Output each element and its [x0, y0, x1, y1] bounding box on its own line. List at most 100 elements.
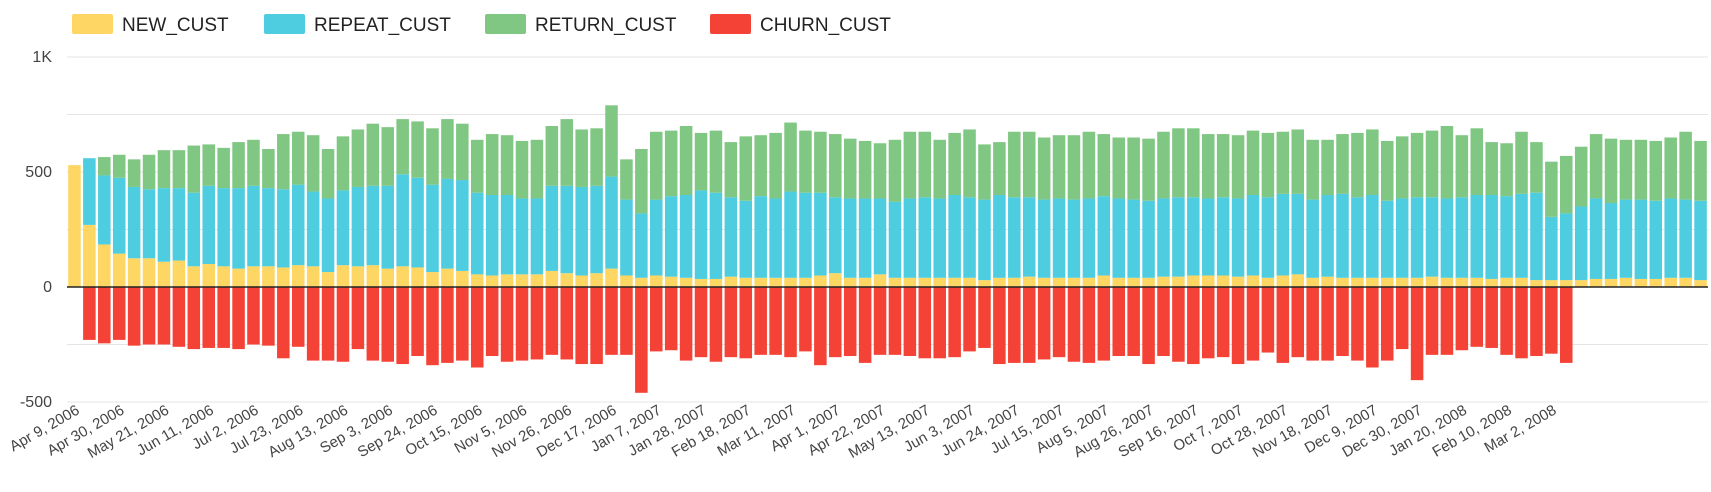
y-tick-label: -500 — [20, 394, 52, 411]
bar-new-cust — [1604, 278, 1618, 287]
bar-churn-cust — [635, 287, 648, 393]
bar-return-cust — [888, 139, 902, 202]
bar-repeat-cust — [1560, 213, 1573, 281]
bar-new-cust — [485, 275, 499, 287]
bar-churn-cust — [1246, 287, 1260, 361]
bar-repeat-cust — [1366, 195, 1379, 278]
bar-new-cust — [1679, 277, 1692, 287]
bar-churn-cust — [277, 287, 290, 359]
bar-return-cust — [1127, 137, 1140, 200]
bar-return-cust — [336, 136, 350, 191]
bar-new-cust — [426, 272, 439, 287]
bar-churn-cust — [306, 287, 320, 361]
bar-return-cust — [1455, 135, 1469, 198]
bar-new-cust — [247, 266, 260, 287]
bar-churn-cust — [1455, 287, 1469, 351]
bar-churn-cust — [232, 287, 245, 350]
bar-return-cust — [441, 119, 454, 179]
bar-churn-cust — [978, 287, 991, 348]
bar-churn-cust — [1261, 287, 1275, 353]
bar-churn-cust — [157, 287, 171, 345]
bar-churn-cust — [1172, 287, 1185, 362]
bar-churn-cust — [620, 287, 633, 355]
legend-label-return-cust: RETURN_CUST — [535, 15, 677, 36]
bar-new-cust — [1470, 277, 1484, 287]
bar-new-cust — [1306, 277, 1319, 287]
bar-return-cust — [1634, 139, 1648, 200]
bar-repeat-cust — [142, 189, 156, 259]
bar-return-cust — [948, 132, 961, 195]
bar-repeat-cust — [83, 158, 96, 225]
bar-repeat-cust — [1037, 199, 1051, 278]
bar-return-cust — [217, 147, 230, 189]
bar-return-cust — [1336, 134, 1349, 194]
bar-new-cust — [1530, 280, 1543, 287]
bar-new-cust — [1082, 277, 1096, 287]
bar-return-cust — [1589, 134, 1603, 199]
bar-repeat-cust — [993, 195, 1006, 278]
bar-repeat-cust — [336, 190, 350, 266]
bar-churn-cust — [784, 287, 797, 358]
bar-new-cust — [157, 261, 171, 287]
bar-churn-cust — [112, 287, 126, 340]
bar-new-cust — [366, 265, 380, 287]
bar-churn-cust — [754, 287, 767, 355]
bar-churn-cust — [83, 287, 96, 340]
bar-return-cust — [1380, 140, 1394, 201]
bar-churn-cust — [858, 287, 872, 363]
bar-repeat-cust — [664, 196, 678, 277]
bar-return-cust — [1321, 139, 1334, 195]
bars — [68, 105, 1707, 393]
bar-repeat-cust — [456, 180, 469, 271]
bar-new-cust — [918, 277, 932, 287]
bar-new-cust — [1634, 278, 1648, 287]
bar-return-cust — [1276, 131, 1290, 194]
bar-churn-cust — [1052, 287, 1066, 358]
bar-return-cust — [843, 138, 857, 199]
bar-new-cust — [1395, 277, 1409, 287]
legend-swatch-return-cust — [485, 14, 526, 34]
bar-churn-cust — [605, 287, 618, 355]
bar-churn-cust — [1082, 287, 1096, 363]
bar-repeat-cust — [1067, 199, 1081, 278]
bar-churn-cust — [202, 287, 215, 348]
bar-repeat-cust — [1589, 198, 1603, 279]
bar-churn-cust — [396, 287, 409, 365]
bar-new-cust — [888, 277, 902, 287]
bar-repeat-cust — [769, 198, 782, 278]
bar-new-cust — [1485, 278, 1498, 287]
bar-churn-cust — [1470, 287, 1484, 347]
bar-churn-cust — [1485, 287, 1498, 348]
bar-return-cust — [1410, 132, 1424, 198]
bar-churn-cust — [933, 287, 946, 359]
bar-new-cust — [470, 274, 484, 287]
bar-new-cust — [769, 277, 782, 287]
bar-return-cust — [664, 130, 678, 197]
bar-repeat-cust — [1052, 198, 1066, 278]
bar-churn-cust — [381, 287, 395, 362]
bar-repeat-cust — [396, 174, 409, 267]
bar-churn-cust — [1500, 287, 1513, 355]
bar-new-cust — [993, 277, 1006, 287]
bar-new-cust — [933, 277, 946, 287]
bar-return-cust — [411, 121, 424, 178]
bar-churn-cust — [664, 287, 678, 351]
bar-churn-cust — [1022, 287, 1036, 363]
bar-repeat-cust — [1351, 197, 1364, 278]
bar-repeat-cust — [187, 192, 201, 267]
bar-return-cust — [1545, 161, 1558, 217]
bar-repeat-cust — [1649, 200, 1663, 279]
bar-return-cust — [1619, 139, 1633, 200]
bar-return-cust — [1604, 138, 1618, 204]
bar-return-cust — [873, 143, 887, 199]
bar-new-cust — [98, 244, 111, 287]
bar-repeat-cust — [1291, 193, 1305, 275]
bar-new-cust — [411, 267, 424, 287]
bar-churn-cust — [545, 287, 559, 355]
bar-new-cust — [1649, 278, 1663, 287]
bar-new-cust — [1664, 277, 1677, 287]
bar-repeat-cust — [1619, 199, 1633, 278]
bar-churn-cust — [1336, 287, 1349, 356]
bar-churn-cust — [1291, 287, 1305, 358]
